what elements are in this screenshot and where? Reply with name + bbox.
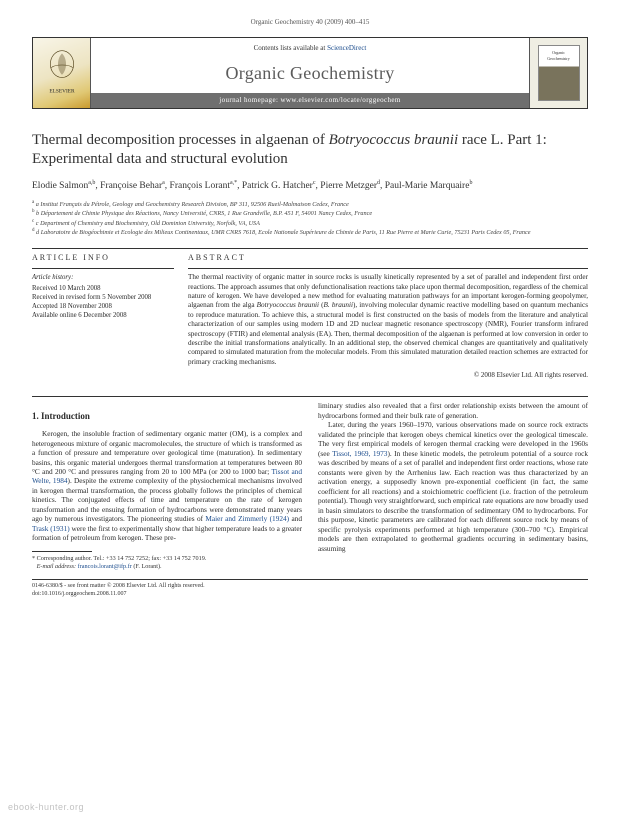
journal-title: Organic Geochemistry	[91, 61, 529, 85]
body-col-left: 1. Introduction Kerogen, the insoluble f…	[32, 401, 302, 571]
email-line: E-mail address: francois.lorant@ifp.fr (…	[32, 563, 302, 571]
corresponding-email[interactable]: francois.lorant@ifp.fr	[78, 563, 132, 570]
authors-line: Elodie Salmona,b, Françoise Behara, Fran…	[32, 179, 588, 194]
info-abstract-row: ARTICLE INFO Article history: Received 1…	[32, 253, 588, 381]
divider-top	[32, 248, 588, 249]
elsevier-logo: ELSEVIER	[33, 38, 91, 108]
history-label: Article history:	[32, 273, 174, 282]
affiliation-c: c c Department of Chemistry and Biochemi…	[32, 219, 588, 228]
intro-para-1-cont: liminary studies also revealed that a fi…	[318, 401, 588, 420]
journal-homepage-bar[interactable]: journal homepage: www.elsevier.com/locat…	[91, 93, 529, 108]
affiliation-d: d d Laboratoire de Biogéochimie et Ecolo…	[32, 228, 588, 237]
history-online: Available online 6 December 2008	[32, 311, 174, 320]
intro-heading: 1. Introduction	[32, 411, 302, 423]
journal-header-box: ELSEVIER Contents lists available at Sci…	[32, 37, 588, 109]
sciencedirect-link[interactable]: ScienceDirect	[327, 44, 366, 52]
email-label: E-mail address:	[37, 563, 76, 570]
footnote-rule	[32, 551, 92, 552]
history-accepted: Accepted 18 November 2008	[32, 302, 174, 311]
body-col-right: liminary studies also revealed that a fi…	[318, 401, 588, 571]
journal-cover-thumb-wrap	[529, 38, 587, 108]
corresponding-author: * Corresponding author. Tel.: +33 14 752…	[32, 555, 302, 563]
footer-rule	[32, 579, 588, 580]
abstract-heading: ABSTRACT	[188, 253, 588, 264]
footer-row: 0146-6380/$ - see front matter © 2008 El…	[32, 582, 588, 598]
contents-prefix: Contents lists available at	[254, 44, 328, 52]
intro-para-2: Later, during the years 1960–1970, vario…	[318, 420, 588, 553]
doi: doi:10.1016/j.orggeochem.2008.11.007	[32, 590, 205, 598]
abstract-divider	[188, 268, 588, 269]
journal-header-center: Contents lists available at ScienceDirec…	[91, 38, 529, 108]
article-info-heading: ARTICLE INFO	[32, 253, 174, 264]
intro-para-1: Kerogen, the insoluble fraction of sedim…	[32, 429, 302, 543]
abstract-text: The thermal reactivity of organic matter…	[188, 273, 588, 367]
footnotes: * Corresponding author. Tel.: +33 14 752…	[32, 555, 302, 571]
journal-cover-thumb	[538, 45, 580, 101]
email-suffix: (F. Lorant).	[133, 563, 161, 570]
footer-left: 0146-6380/$ - see front matter © 2008 El…	[32, 582, 205, 598]
body-columns: 1. Introduction Kerogen, the insoluble f…	[32, 401, 588, 571]
divider-bottom	[32, 396, 588, 397]
watermark: ebook-hunter.org	[8, 801, 84, 813]
affiliation-b: b b Département de Chimie Physique des R…	[32, 209, 588, 218]
affiliations: a a Institut Français du Pétrole, Geolog…	[32, 200, 588, 238]
history-received: Received 10 March 2008	[32, 284, 174, 293]
abstract-pane: ABSTRACT The thermal reactivity of organ…	[188, 253, 588, 381]
article-info-pane: ARTICLE INFO Article history: Received 1…	[32, 253, 174, 381]
article-title: Thermal decomposition processes in algae…	[32, 131, 588, 169]
abstract-copyright: © 2008 Elsevier Ltd. All rights reserved…	[188, 371, 588, 380]
elsevier-wordmark: ELSEVIER	[49, 89, 75, 95]
info-divider	[32, 268, 174, 269]
running-header: Organic Geochemistry 40 (2009) 400–415	[32, 18, 588, 27]
history-revised: Received in revised form 5 November 2008	[32, 293, 174, 302]
affiliation-a: a a Institut Français du Pétrole, Geolog…	[32, 200, 588, 209]
contents-available-line: Contents lists available at ScienceDirec…	[91, 38, 529, 53]
